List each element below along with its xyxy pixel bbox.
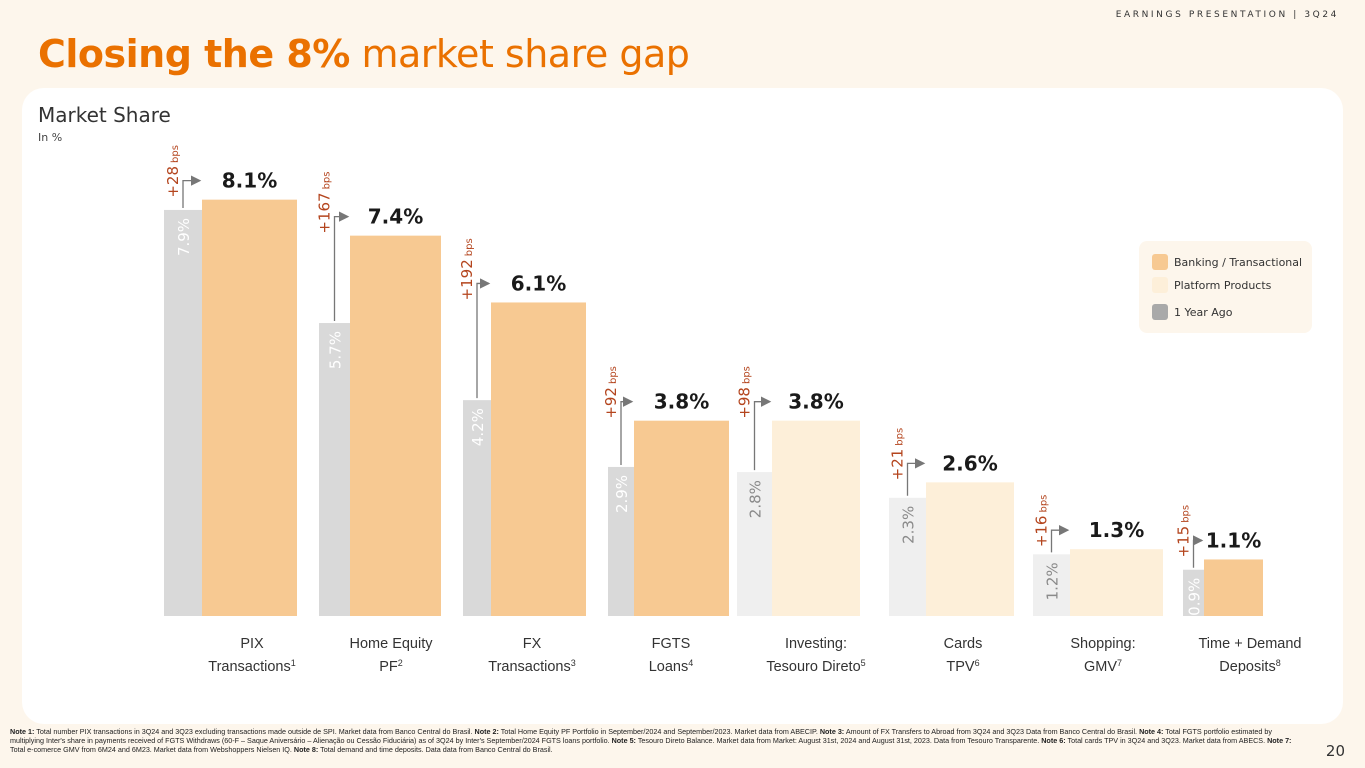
- bar-year-ago: [319, 323, 350, 616]
- delta-label: +16bps: [1033, 495, 1051, 548]
- bar-current: [772, 420, 860, 616]
- delta-label: +192bps: [458, 238, 476, 300]
- delta-arrow: [1050, 524, 1070, 553]
- legend-swatch-year-ago: [1152, 304, 1168, 320]
- delta-arrow: [753, 396, 772, 471]
- slide-title: Closing the 8% market share gap: [38, 32, 690, 76]
- bar-year-ago-label: 7.9%: [175, 218, 193, 256]
- bar-year-ago-label: 4.2%: [469, 408, 487, 446]
- legend-item-year-ago: 1 Year Ago: [1152, 303, 1233, 321]
- category-label-fgts: FGTS Loans4: [648, 636, 694, 675]
- legend-label-banking: Banking / Transactional: [1174, 255, 1303, 269]
- bar-current-label: 1.1%: [1206, 528, 1261, 552]
- bar-current: [1070, 549, 1163, 616]
- delta-label: +92bps: [602, 366, 620, 419]
- bar-year-ago-label: 2.3%: [900, 506, 918, 544]
- bar-current: [202, 199, 297, 616]
- bar-current-label: 1.3%: [1089, 518, 1144, 542]
- legend-swatch-platform: [1152, 277, 1168, 293]
- category-label-deposits: Time + Demand Deposits8: [1198, 636, 1302, 675]
- chart-legend: Banking / Transactional Platform Product…: [1139, 241, 1312, 333]
- bar-year-ago-label: 2.8%: [747, 480, 765, 518]
- delta-label: +21bps: [889, 428, 907, 481]
- category-label-shopping: Shopping: GMV7: [1070, 636, 1136, 675]
- bar-year-ago-label: 1.2%: [1044, 562, 1062, 600]
- chart-title: Market Share: [38, 103, 171, 127]
- bar-current-label: 3.8%: [788, 390, 843, 414]
- bar-current-label: 2.6%: [942, 451, 997, 475]
- category-label-pix: PIX Transactions1: [208, 636, 296, 675]
- legend-item-banking: Banking / Transactional: [1152, 253, 1302, 271]
- category-label-home-equity: Home Equity PF2: [349, 636, 433, 675]
- category-label-tesouro: Investing: Tesouro Direto5: [766, 636, 866, 675]
- title-bold: Closing the 8%: [38, 32, 350, 76]
- delta-arrow: [182, 175, 202, 208]
- bar-year-ago-label: 5.7%: [327, 331, 345, 369]
- delta-arrow: [620, 396, 634, 465]
- bar-year-ago: [1033, 554, 1070, 616]
- bar-year-ago: [889, 497, 926, 616]
- bar-current: [350, 235, 441, 616]
- chart-subtitle: In %: [38, 131, 63, 144]
- footnotes: Note 1: Total number PIX transactions in…: [10, 727, 1292, 754]
- delta-label: +28bps: [164, 145, 182, 198]
- delta-label: +167bps: [316, 172, 334, 234]
- bar-year-ago: [608, 466, 634, 616]
- delta-arrow: [476, 278, 491, 399]
- legend-item-platform: Platform Products: [1152, 276, 1271, 294]
- bar-current-label: 7.4%: [368, 205, 423, 229]
- delta-arrow: [906, 458, 926, 496]
- presentation-tag: EARNINGS PRESENTATION | 3Q24: [1115, 10, 1339, 20]
- legend-label-platform: Platform Products: [1174, 278, 1272, 292]
- delta-label: +98bps: [736, 366, 754, 419]
- bar-current-label: 8.1%: [222, 169, 277, 193]
- title-light: market share gap: [361, 32, 690, 76]
- bar-year-ago: [463, 400, 491, 616]
- delta-arrow: [1192, 535, 1204, 568]
- bar-current-label: 3.8%: [654, 390, 709, 414]
- bar-current: [926, 482, 1014, 616]
- bar-current: [1204, 559, 1263, 616]
- page-number: 20: [1325, 742, 1345, 760]
- category-label-fx: FX Transactions3: [488, 636, 576, 675]
- bar-year-ago-label: 0.9%: [1186, 578, 1204, 616]
- bar-current: [491, 302, 586, 616]
- delta-label: +15bps: [1175, 505, 1193, 558]
- legend-swatch-banking: [1152, 254, 1168, 270]
- bar-current: [634, 420, 729, 616]
- bar-year-ago: [737, 472, 772, 616]
- category-label-cards: Cards TPV6: [943, 636, 983, 675]
- bar-year-ago-label: 2.9%: [613, 475, 631, 513]
- bar-year-ago: [1183, 569, 1204, 616]
- legend-label-year-ago: 1 Year Ago: [1174, 305, 1233, 319]
- delta-arrow: [333, 211, 350, 322]
- bar-current-label: 6.1%: [511, 271, 566, 295]
- bar-year-ago: [164, 209, 202, 616]
